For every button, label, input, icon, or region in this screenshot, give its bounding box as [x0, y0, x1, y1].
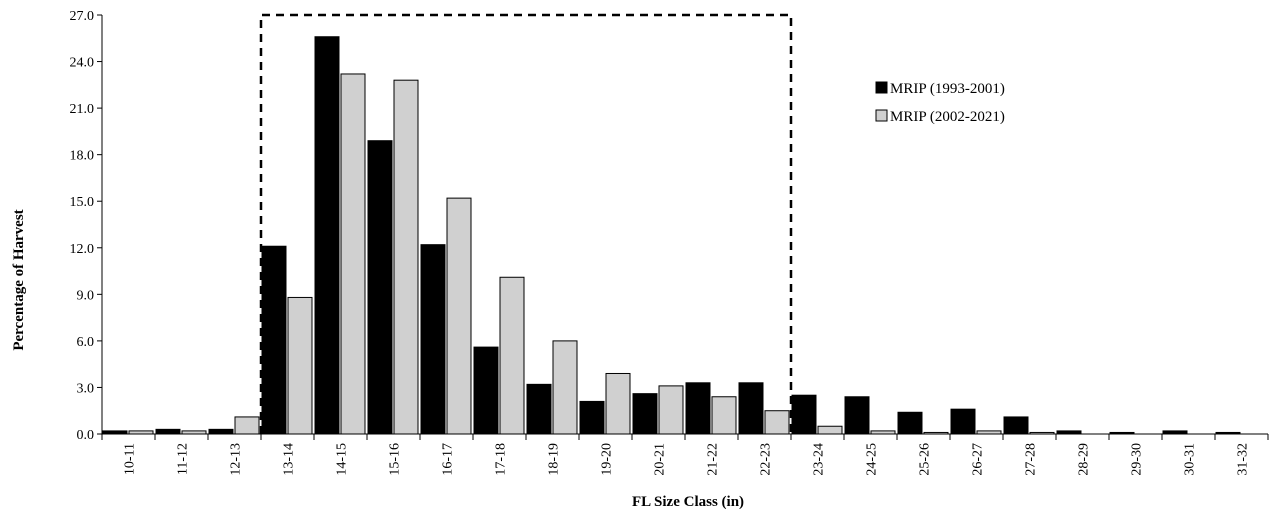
bar-s1-15-16 — [367, 140, 393, 435]
bar-s2-13-14 — [287, 296, 313, 435]
legend-swatch-1993-2001 — [875, 81, 888, 94]
x-tick-label-22-23: 22-23 — [759, 443, 774, 476]
legend-label-1993-2001: MRIP (1993-2001) — [890, 81, 1005, 97]
axes-layer — [97, 14, 1269, 440]
x-tick-label-30-31: 30-31 — [1183, 443, 1198, 476]
x-tick-label-14-15: 14-15 — [335, 443, 350, 476]
x-tick-label-24-25: 24-25 — [865, 443, 880, 476]
y-tick-label: 6.0 — [77, 335, 95, 350]
x-tick-label-15-16: 15-16 — [388, 443, 403, 476]
x-tick-label-23-24: 23-24 — [812, 443, 827, 476]
x-tick-label-10-11: 10-11 — [123, 443, 138, 475]
legend: MRIP (1993-2001) MRIP (2002-2021) — [875, 81, 1005, 125]
x-tick-label-28-29: 28-29 — [1077, 443, 1092, 476]
x-tick-label-29-30: 29-30 — [1130, 443, 1145, 476]
bar-s2-16-17 — [446, 197, 472, 435]
y-tick-label: 24.0 — [70, 56, 95, 71]
x-tick-label-17-18: 17-18 — [494, 443, 509, 476]
y-tick-labels: 0.0 3.0 6.0 9.0 12.0 15.0 18.0 21.0 24.0 27.0 — [70, 9, 95, 443]
x-tick-label-25-26: 25-26 — [918, 443, 933, 476]
x-tick-label-20-21: 20-21 — [653, 443, 668, 476]
bar-s2-21-22 — [711, 396, 737, 435]
legend-swatch-2002-2021 — [875, 109, 888, 122]
bar-s1-21-22 — [685, 382, 711, 435]
legend-label-2002-2021: MRIP (2002-2021) — [890, 109, 1005, 125]
bar-s1-11-12 — [155, 428, 181, 435]
bar-s1-26-27 — [950, 408, 976, 435]
bar-s2-20-21 — [658, 385, 684, 435]
x-tick-label-13-14: 13-14 — [282, 443, 297, 476]
y-tick-label: 15.0 — [70, 195, 95, 210]
bar-s1-22-23 — [738, 382, 764, 435]
bar-s1-14-15 — [314, 36, 340, 435]
bar-s1-24-25 — [844, 396, 870, 435]
bar-s1-25-26 — [897, 411, 923, 435]
bar-s1-17-18 — [473, 346, 499, 435]
bar-s1-20-21 — [632, 393, 658, 435]
x-tick-labels: 10-11 11-12 12-13 13-14 14-15 15-16 16-17 17-18… — [123, 443, 1251, 476]
bar-s1-12-13 — [208, 428, 234, 435]
y-tick-label: 0.0 — [77, 428, 95, 443]
y-tick-label: 21.0 — [70, 102, 95, 117]
y-tick-label: 12.0 — [70, 242, 95, 257]
y-tick-label: 27.0 — [70, 9, 95, 24]
x-tick-label-19-20: 19-20 — [600, 443, 615, 476]
bar-s2-17-18 — [499, 276, 525, 435]
bar-s1-13-14 — [261, 245, 287, 435]
bar-s2-14-15 — [340, 73, 366, 435]
bar-s1-16-17 — [420, 244, 446, 435]
bar-s1-27-28 — [1003, 416, 1029, 435]
y-tick-label: 9.0 — [77, 288, 95, 303]
y-axis-title: Percentage of Harvest — [11, 209, 27, 350]
x-tick-label-21-22: 21-22 — [706, 443, 721, 476]
bar-s2-19-20 — [605, 372, 631, 435]
bar-s2-23-24 — [817, 425, 843, 435]
x-tick-label-27-28: 27-28 — [1024, 443, 1039, 476]
x-tick-label-31-32: 31-32 — [1236, 443, 1251, 476]
bars-layer — [102, 36, 1241, 435]
bar-s2-22-23 — [764, 410, 790, 435]
x-axis-title: FL Size Class (in) — [632, 494, 744, 510]
bar-s1-23-24 — [791, 394, 817, 435]
bar-s1-18-19 — [526, 383, 552, 435]
bar-s2-12-13 — [234, 416, 260, 435]
y-tick-label: 3.0 — [77, 381, 95, 396]
x-tick-label-12-13: 12-13 — [229, 443, 244, 476]
bar-s2-15-16 — [393, 79, 419, 435]
y-tick-label: 18.0 — [70, 149, 95, 164]
x-tick-label-18-19: 18-19 — [547, 443, 562, 476]
bar-s1-19-20 — [579, 400, 605, 435]
x-tick-label-11-12: 11-12 — [176, 443, 191, 475]
x-tick-label-26-27: 26-27 — [971, 443, 986, 476]
bar-s2-18-19 — [552, 340, 578, 435]
x-tick-label-16-17: 16-17 — [441, 443, 456, 476]
